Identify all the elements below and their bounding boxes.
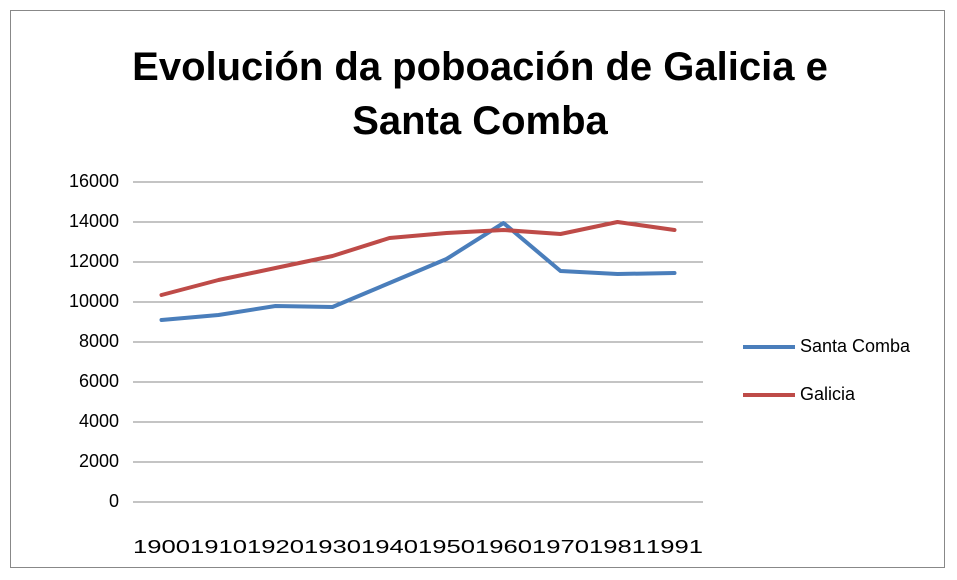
y-tick-label: 2000 — [79, 451, 119, 471]
legend-label: Santa Comba — [800, 336, 911, 356]
y-tick-label: 16000 — [69, 171, 119, 191]
y-tick-label: 0 — [109, 491, 119, 511]
chart-title: Evolución da poboación de Galicia e Sant… — [132, 45, 828, 143]
x-tick-label: 1940 — [361, 537, 418, 557]
legend-label: Galicia — [800, 384, 856, 404]
y-tick-label: 4000 — [79, 411, 119, 431]
y-tick-label: 14000 — [69, 211, 119, 231]
series-line — [159, 221, 677, 322]
y-tick-label: 10000 — [69, 291, 119, 311]
x-tick-label: 1950 — [418, 537, 475, 557]
y-tick-label: 12000 — [69, 251, 119, 271]
x-tick-label: 1900 — [133, 537, 190, 557]
x-tick-label: 1910 — [190, 537, 247, 557]
x-tick-label: 1991 — [646, 537, 703, 557]
chart-frame — [10, 10, 945, 568]
x-tick-label: 1970 — [532, 537, 589, 557]
series-line — [159, 220, 677, 297]
y-tick-label: 8000 — [79, 331, 119, 351]
y-tick-label: 6000 — [79, 371, 119, 391]
x-tick-label: 1981 — [589, 537, 646, 557]
x-tick-label: 1960 — [475, 537, 532, 557]
x-tick-label: 1920 — [247, 537, 304, 557]
x-tick-label: 1930 — [304, 537, 361, 557]
